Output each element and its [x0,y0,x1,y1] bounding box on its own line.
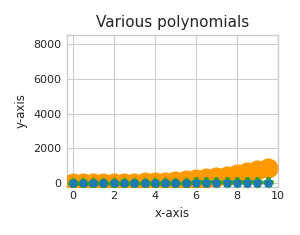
Point [214,175,219,179]
Point [152,181,157,185]
Point [91,181,96,185]
Point [265,180,270,183]
Point [194,177,198,181]
Point [152,181,157,185]
Point [255,180,260,184]
Point [245,171,250,174]
Point [81,181,85,185]
Point [152,180,157,184]
Title: Various polynomials: Various polynomials [96,15,249,30]
Point [183,181,188,184]
Point [235,180,239,184]
Point [183,178,188,182]
Point [122,181,126,185]
Point [224,180,229,184]
Point [173,181,178,185]
Point [173,181,178,184]
Point [111,181,116,185]
Point [235,172,239,176]
Point [101,181,106,185]
Point [70,181,75,185]
Point [101,181,106,185]
Point [132,181,137,185]
Point [101,181,106,185]
Point [255,168,260,172]
Point [204,176,208,180]
Point [194,181,198,185]
Point [183,181,188,185]
Point [91,181,96,185]
Point [70,181,75,185]
Point [132,181,137,184]
Point [132,181,137,185]
Point [265,166,270,170]
Point [245,180,250,184]
Point [245,181,250,185]
Point [173,179,178,183]
Point [163,181,167,185]
Point [265,181,270,185]
Point [163,180,167,183]
Point [122,181,126,185]
Point [111,181,116,185]
Point [111,181,116,185]
Point [81,181,85,185]
Point [214,181,219,185]
Point [70,181,75,185]
Point [163,181,167,185]
Point [81,181,85,185]
Point [204,180,208,184]
Point [224,181,229,185]
Point [235,181,239,185]
X-axis label: x-axis: x-axis [155,207,190,220]
Point [224,174,229,178]
Point [214,180,219,184]
Point [91,181,96,185]
Point [255,181,260,185]
Point [204,181,208,185]
Point [142,181,147,185]
Point [142,181,147,185]
Point [142,180,147,184]
Y-axis label: y-axis: y-axis [15,94,28,128]
Point [122,181,126,185]
Point [194,181,198,184]
